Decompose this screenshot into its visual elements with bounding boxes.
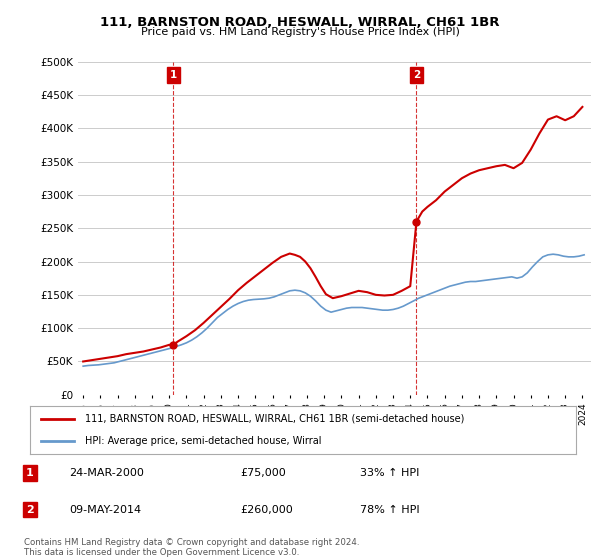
Text: HPI: Average price, semi-detached house, Wirral: HPI: Average price, semi-detached house,… (85, 436, 321, 446)
Text: 78% ↑ HPI: 78% ↑ HPI (360, 505, 419, 515)
Text: £260,000: £260,000 (240, 505, 293, 515)
Text: 33% ↑ HPI: 33% ↑ HPI (360, 468, 419, 478)
Text: 111, BARNSTON ROAD, HESWALL, WIRRAL, CH61 1BR: 111, BARNSTON ROAD, HESWALL, WIRRAL, CH6… (100, 16, 500, 29)
Text: 1: 1 (26, 468, 34, 478)
Text: 2: 2 (413, 70, 420, 80)
Text: 1: 1 (170, 70, 177, 80)
Text: 111, BARNSTON ROAD, HESWALL, WIRRAL, CH61 1BR (semi-detached house): 111, BARNSTON ROAD, HESWALL, WIRRAL, CH6… (85, 414, 464, 424)
Text: £75,000: £75,000 (240, 468, 286, 478)
Text: 24-MAR-2000: 24-MAR-2000 (69, 468, 144, 478)
Text: 2: 2 (26, 505, 34, 515)
Text: 09-MAY-2014: 09-MAY-2014 (69, 505, 141, 515)
Text: Price paid vs. HM Land Registry's House Price Index (HPI): Price paid vs. HM Land Registry's House … (140, 27, 460, 37)
Text: Contains HM Land Registry data © Crown copyright and database right 2024.
This d: Contains HM Land Registry data © Crown c… (24, 538, 359, 557)
